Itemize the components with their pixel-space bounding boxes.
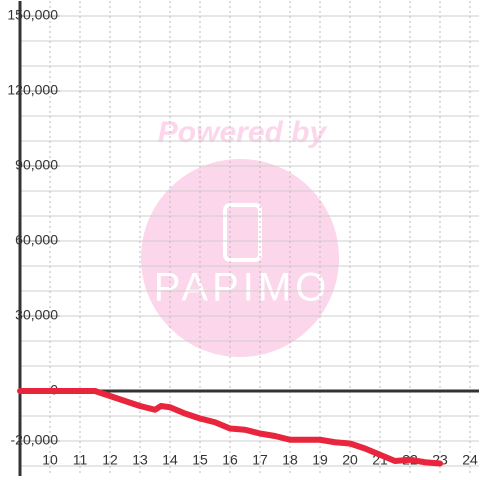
- y-tick-label: 90,000: [15, 157, 58, 173]
- y-tick-label: 150,000: [7, 7, 58, 23]
- y-tick-label: -20,000: [11, 432, 59, 448]
- y-tick-label: 60,000: [15, 232, 58, 248]
- x-tick-label: 10: [42, 452, 58, 468]
- x-tick-label: 13: [132, 452, 148, 468]
- x-tick-label: 15: [192, 452, 208, 468]
- data-line: [17, 388, 443, 467]
- watermark-title: Powered by: [158, 116, 328, 149]
- x-tick-label: 19: [312, 452, 328, 468]
- x-tick-label: 17: [252, 452, 268, 468]
- x-tick-label: 18: [282, 452, 298, 468]
- x-tick-label: 11: [73, 452, 88, 468]
- watermark: Powered by PAPIMO: [141, 116, 339, 357]
- x-tick-label: 12: [102, 452, 118, 468]
- x-tick-label: 16: [222, 452, 238, 468]
- x-tick-label: 14: [162, 452, 178, 468]
- watermark-brand: PAPIMO: [154, 266, 331, 310]
- x-tick-label: 20: [342, 452, 358, 468]
- x-tick-label: 24: [462, 452, 478, 468]
- y-tick-label: 30,000: [15, 307, 58, 323]
- y-tick-label: 120,000: [7, 82, 58, 98]
